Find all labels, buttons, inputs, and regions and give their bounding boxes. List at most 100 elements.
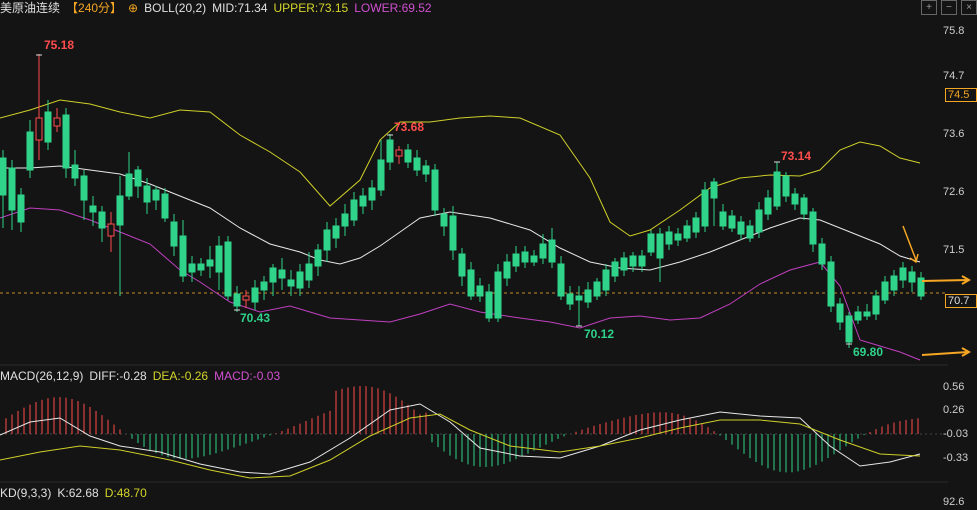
period-label[interactable]: 【240分】	[66, 1, 123, 15]
candle-body	[494, 271, 502, 319]
candle-body	[881, 281, 889, 301]
candle-body	[62, 114, 70, 169]
candle-body	[296, 271, 304, 289]
boll-upper: UPPER:73.15	[273, 1, 349, 15]
candle-body	[800, 197, 808, 215]
zoom-out-button[interactable]: −	[941, 0, 957, 15]
candle-body	[755, 209, 763, 233]
candle-body	[224, 241, 232, 297]
macd-header: MACD(26,12,9) DIFF:-0.28 DEA:-0.26 MACD:…	[0, 369, 280, 383]
candle-body	[449, 215, 457, 251]
candle-body	[566, 293, 574, 305]
boll-upper-line	[0, 99, 921, 237]
macd-label: MACD(26,12,9)	[0, 369, 84, 383]
kd-axis-label: 92.6	[943, 496, 965, 508]
candle-body	[413, 157, 421, 171]
price-axis-label: 73.6	[943, 128, 965, 140]
macd-axis-label: 0.26	[943, 404, 965, 416]
candle-body	[809, 211, 817, 245]
candle-body	[161, 193, 169, 219]
price-axis-label: 71.5	[943, 244, 965, 256]
candle-body	[26, 131, 34, 171]
candle-body	[341, 213, 349, 227]
candle-body	[431, 169, 439, 211]
candle-body	[386, 139, 394, 163]
candle-body	[674, 233, 682, 241]
candle-body	[359, 195, 367, 207]
candle-body	[899, 267, 907, 281]
candle-body	[134, 169, 142, 187]
candle-body	[179, 235, 187, 277]
candle-body	[377, 159, 385, 191]
extreme-price-label: 75.18	[44, 38, 74, 52]
candle-body	[737, 221, 745, 235]
candle-body	[404, 149, 412, 163]
extreme-price-label: 73.68	[394, 120, 424, 134]
symbol-name[interactable]: 美原油连续	[0, 1, 61, 15]
candle-body	[548, 239, 556, 263]
candle-body	[710, 181, 718, 199]
candle-body	[638, 255, 646, 267]
candle-body	[764, 197, 772, 215]
candle-body	[773, 171, 781, 207]
candle-body	[620, 257, 628, 271]
price-axis-label: 72.6	[943, 186, 965, 198]
candle-body	[458, 253, 466, 277]
macd-axis-label: -0.33	[943, 452, 969, 464]
macd-diff: DIFF:-0.28	[89, 369, 147, 383]
candle-body	[818, 243, 826, 265]
candle-body	[314, 249, 322, 267]
arrow-right-icon	[921, 347, 972, 357]
candle-body	[467, 269, 475, 297]
window-toolbar: + − ×	[921, 0, 977, 15]
macd-value: MACD:-0.03	[214, 369, 281, 383]
candle-body	[746, 225, 754, 239]
candle-body	[215, 245, 223, 273]
candle-body	[647, 233, 655, 253]
close-button[interactable]: ×	[961, 0, 977, 15]
extreme-price-label: 73.14	[781, 149, 811, 163]
candle-body	[0, 157, 7, 196]
boll-mid: MID:71.34	[212, 1, 268, 15]
candle-body	[557, 263, 565, 297]
candle-body	[188, 263, 196, 273]
kd-d: D:48.70	[104, 486, 147, 500]
macd-dea-line	[0, 413, 921, 479]
zoom-in-button[interactable]: +	[921, 0, 937, 15]
candle-body	[602, 269, 610, 291]
candle-body	[476, 285, 484, 297]
candle-body	[206, 259, 214, 267]
candle-body	[539, 243, 547, 259]
price-axis-label: 75.8	[943, 25, 965, 37]
candle-body	[269, 267, 277, 283]
candle-body	[233, 293, 241, 307]
candle-body	[152, 189, 160, 201]
candle-body	[80, 175, 88, 201]
candle-body	[719, 211, 727, 227]
orange-price-tag: 74.5	[945, 88, 977, 102]
candle-body	[692, 217, 700, 233]
macd-diff-line	[0, 403, 921, 475]
candle-body	[728, 215, 736, 229]
candle-body	[683, 225, 691, 239]
candle-body	[116, 195, 124, 226]
candle-body	[35, 117, 43, 141]
candle-body	[143, 185, 151, 203]
candle-body	[395, 149, 403, 157]
candle-body	[827, 261, 835, 307]
candle-body	[584, 289, 592, 303]
candle-body	[53, 117, 61, 127]
extreme-price-label: 70.12	[584, 327, 614, 341]
candle-body	[782, 175, 790, 197]
candle-body	[278, 269, 286, 279]
candle-body	[629, 255, 637, 267]
boll-lower-line	[0, 207, 921, 361]
candle-body	[287, 279, 295, 287]
kd-label: KD(9,3,3)	[0, 486, 52, 500]
candle-body	[242, 295, 250, 301]
candle-body	[611, 261, 619, 277]
candle-body	[701, 189, 709, 227]
settings-icon[interactable]: ⊕	[128, 1, 139, 15]
